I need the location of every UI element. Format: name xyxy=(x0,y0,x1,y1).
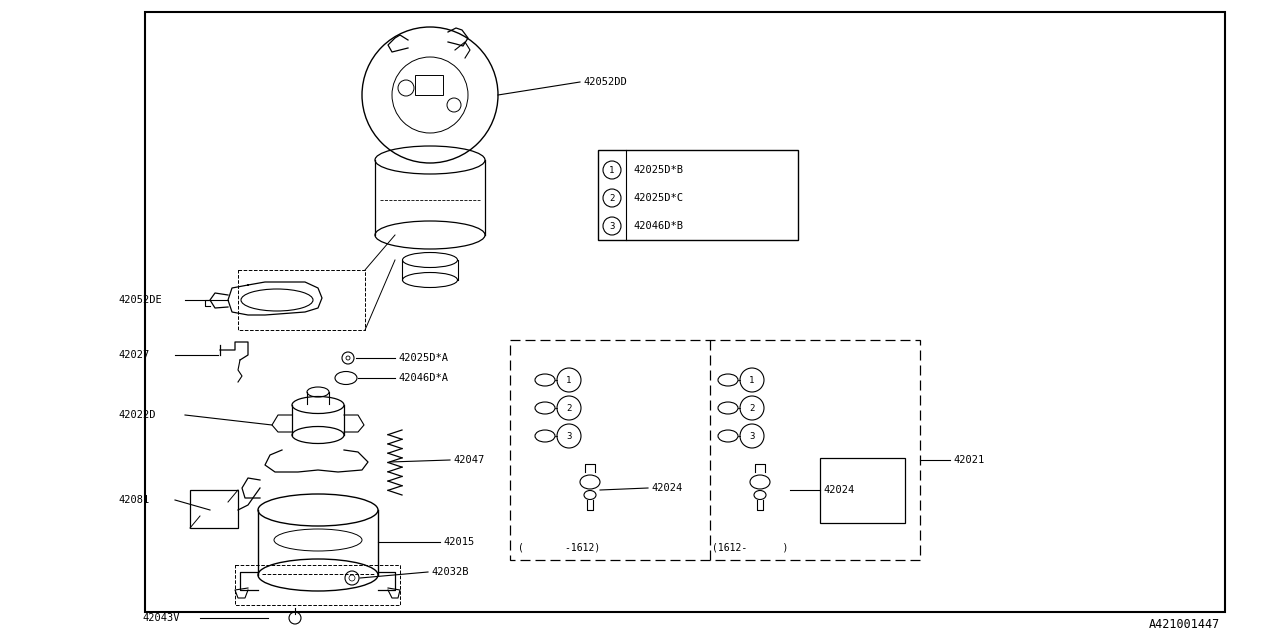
Text: 2: 2 xyxy=(609,193,614,202)
Text: 42046D*A: 42046D*A xyxy=(398,373,448,383)
Text: 1: 1 xyxy=(609,166,614,175)
Text: 42015: 42015 xyxy=(443,537,475,547)
Bar xyxy=(189,490,238,528)
Text: 42052DE: 42052DE xyxy=(118,295,161,305)
Text: 42046D*B: 42046D*B xyxy=(634,221,684,231)
Text: 1: 1 xyxy=(749,376,755,385)
Text: 3: 3 xyxy=(609,221,614,230)
Text: 2: 2 xyxy=(566,403,572,413)
Text: 42032B: 42032B xyxy=(431,567,468,577)
Bar xyxy=(598,150,797,240)
Bar xyxy=(820,458,905,523)
Bar xyxy=(509,340,920,560)
Text: (1612-      ): (1612- ) xyxy=(712,543,788,553)
Bar xyxy=(145,12,1225,612)
Text: 42022D: 42022D xyxy=(118,410,155,420)
Text: 42047: 42047 xyxy=(453,455,484,465)
Text: 3: 3 xyxy=(749,431,755,440)
Text: 42025D*A: 42025D*A xyxy=(398,353,448,363)
Bar xyxy=(415,75,443,95)
Text: 42025D*C: 42025D*C xyxy=(634,193,684,203)
Text: 42081: 42081 xyxy=(118,495,150,505)
Text: 42052DD: 42052DD xyxy=(582,77,627,87)
Text: 42021: 42021 xyxy=(954,455,984,465)
Text: 42024: 42024 xyxy=(823,485,854,495)
Text: 42043V: 42043V xyxy=(142,613,179,623)
Text: 42024: 42024 xyxy=(652,483,682,493)
Text: 42027: 42027 xyxy=(118,350,150,360)
Text: 3: 3 xyxy=(566,431,572,440)
Text: (       -1612): ( -1612) xyxy=(518,543,600,553)
Text: 42025D*B: 42025D*B xyxy=(634,165,684,175)
Text: A421001447: A421001447 xyxy=(1148,618,1220,632)
Text: 2: 2 xyxy=(749,403,755,413)
Text: 1: 1 xyxy=(566,376,572,385)
